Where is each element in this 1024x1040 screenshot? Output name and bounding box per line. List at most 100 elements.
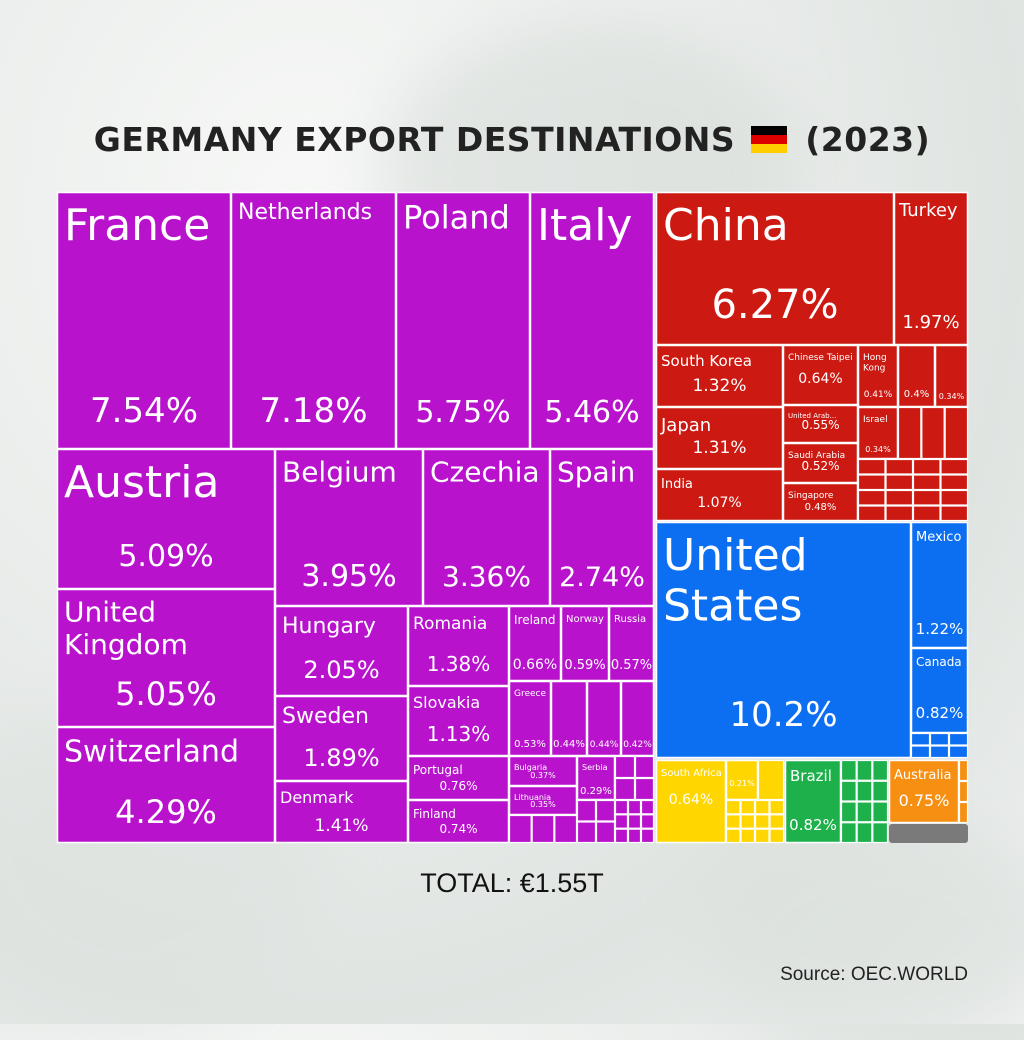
- tile-rect-india: [655, 468, 784, 522]
- small-tile: [885, 474, 914, 491]
- tile-unlabeled-21: 0.44%: [550, 680, 588, 757]
- tile-russia: Russia 0.57%: [608, 605, 655, 682]
- tile-norway: Norway 0.59%: [560, 605, 610, 682]
- small-tile: [910, 732, 931, 746]
- label-chinese-taipei: Chinese Taipei: [788, 353, 853, 363]
- small-tile: [754, 814, 770, 829]
- small-tile: [958, 801, 969, 824]
- value-sweden: 1.89%: [303, 744, 379, 772]
- value-china: 6.27%: [711, 282, 838, 328]
- tile-rect-italy: [529, 191, 655, 450]
- tile-rect-turkey: [893, 191, 969, 346]
- label-belgium: Belgium: [282, 456, 397, 489]
- label-hong-kong: Hong: [863, 353, 887, 363]
- tile-hungary: Hungary 2.05%: [274, 605, 409, 697]
- value-india: 1.07%: [697, 495, 741, 511]
- value-spain: 2.74%: [559, 562, 645, 593]
- tile-united-arab: United Arab...0.55%: [782, 404, 859, 444]
- germany-flag-icon: [751, 126, 788, 153]
- tile-turkey: Turkey 1.97%: [893, 191, 969, 346]
- value-hungary: 2.05%: [303, 656, 379, 684]
- value-portugal: 0.76%: [439, 779, 477, 793]
- small-tile: [856, 759, 873, 781]
- tile-rect-spain: [549, 448, 655, 607]
- small-tile: [627, 799, 642, 815]
- small-tile: [595, 821, 616, 844]
- tile-rect-united-states: [655, 521, 912, 759]
- small-tile: [940, 474, 969, 491]
- value-australia: 0.75%: [899, 791, 950, 810]
- small-tile: [857, 474, 886, 491]
- value-denmark: 1.41%: [314, 816, 368, 836]
- tile-rect-south-korea: [655, 344, 784, 408]
- tile-austria: Austria 5.09%: [56, 448, 276, 590]
- small-tiles-9: [725, 799, 785, 844]
- small-tile: [769, 799, 785, 815]
- small-tile: [885, 505, 914, 522]
- value-unlabeled-44: 0.21%: [729, 779, 755, 788]
- small-tiles-1: [614, 755, 636, 801]
- tile-unlabeled-23: 0.42%: [620, 680, 655, 757]
- value-poland: 5.75%: [415, 395, 510, 430]
- value-unlabeled-21: 0.44%: [553, 739, 585, 750]
- small-tile: [754, 799, 770, 815]
- tile-rect-poland: [395, 191, 531, 450]
- label-united-states: States: [663, 580, 802, 631]
- label-norway: Norway: [566, 614, 604, 625]
- tile-rect-chinese-taipei: [782, 344, 859, 406]
- value-unlabeled-37: 0.4%: [904, 389, 929, 400]
- small-tile: [948, 745, 969, 759]
- label-italy: Italy: [537, 200, 632, 251]
- tile-rect-portugal: [407, 755, 510, 801]
- label-hong-kong: Kong: [863, 363, 885, 373]
- tile-india: India 1.07%: [655, 468, 784, 522]
- small-tile: [840, 801, 857, 823]
- tile-rect-finland: [407, 799, 510, 844]
- small-tile: [940, 505, 969, 522]
- small-tiles-10: [840, 759, 889, 844]
- tile-rect-unlabeled-23: [620, 680, 655, 757]
- small-tile: [640, 828, 655, 844]
- small-tile: [754, 828, 770, 844]
- value-bulgaria: 0.37%: [530, 771, 556, 780]
- small-tile: [614, 799, 629, 815]
- tile-sweden: Sweden 1.89%: [274, 695, 409, 782]
- label-serbia: Serbia: [582, 763, 608, 772]
- tile-rect-south-africa: [655, 759, 727, 844]
- small-tile: [840, 759, 857, 781]
- value-chinese-taipei: 0.64%: [798, 371, 842, 387]
- tile-czechia: Czechia 3.36%: [422, 448, 551, 607]
- small-tiles-5: [897, 406, 969, 460]
- small-tile: [725, 828, 741, 844]
- tile-south-korea: South Korea 1.32%: [655, 344, 784, 408]
- label-japan: Japan: [660, 415, 711, 436]
- tile-unlabeled-37: 0.4%: [897, 344, 936, 408]
- label-singapore: Singapore: [788, 491, 834, 501]
- label-ireland: Ireland: [514, 613, 556, 627]
- label-south-africa: South Africa: [661, 768, 722, 779]
- label-brazil: Brazil: [790, 767, 832, 785]
- tile-south-africa: South Africa 0.64%: [655, 759, 727, 844]
- value-singapore: 0.48%: [805, 502, 837, 513]
- tile-rect-austria: [56, 448, 276, 590]
- tile-rect-unlabeled-44: [725, 759, 759, 801]
- small-tile: [948, 732, 969, 746]
- tile-unlabeled-44: 0.21%: [725, 759, 759, 801]
- small-tile: [856, 822, 873, 844]
- small-tile: [740, 799, 756, 815]
- tile-serbia: Serbia 0.29%: [576, 755, 616, 801]
- tile-poland: Poland 5.75%: [395, 191, 531, 450]
- small-tile: [940, 458, 969, 475]
- value-united-arab: 0.55%: [801, 418, 839, 432]
- small-tile: [921, 406, 945, 460]
- value-czechia: 3.36%: [442, 560, 531, 593]
- small-tile: [725, 814, 741, 829]
- tile-rect-united-arab: [782, 404, 859, 444]
- tile-portugal: Portugal 0.76%: [407, 755, 510, 801]
- tile-rect-unlabeled-21: [550, 680, 588, 757]
- tile-rect-serbia: [576, 755, 616, 801]
